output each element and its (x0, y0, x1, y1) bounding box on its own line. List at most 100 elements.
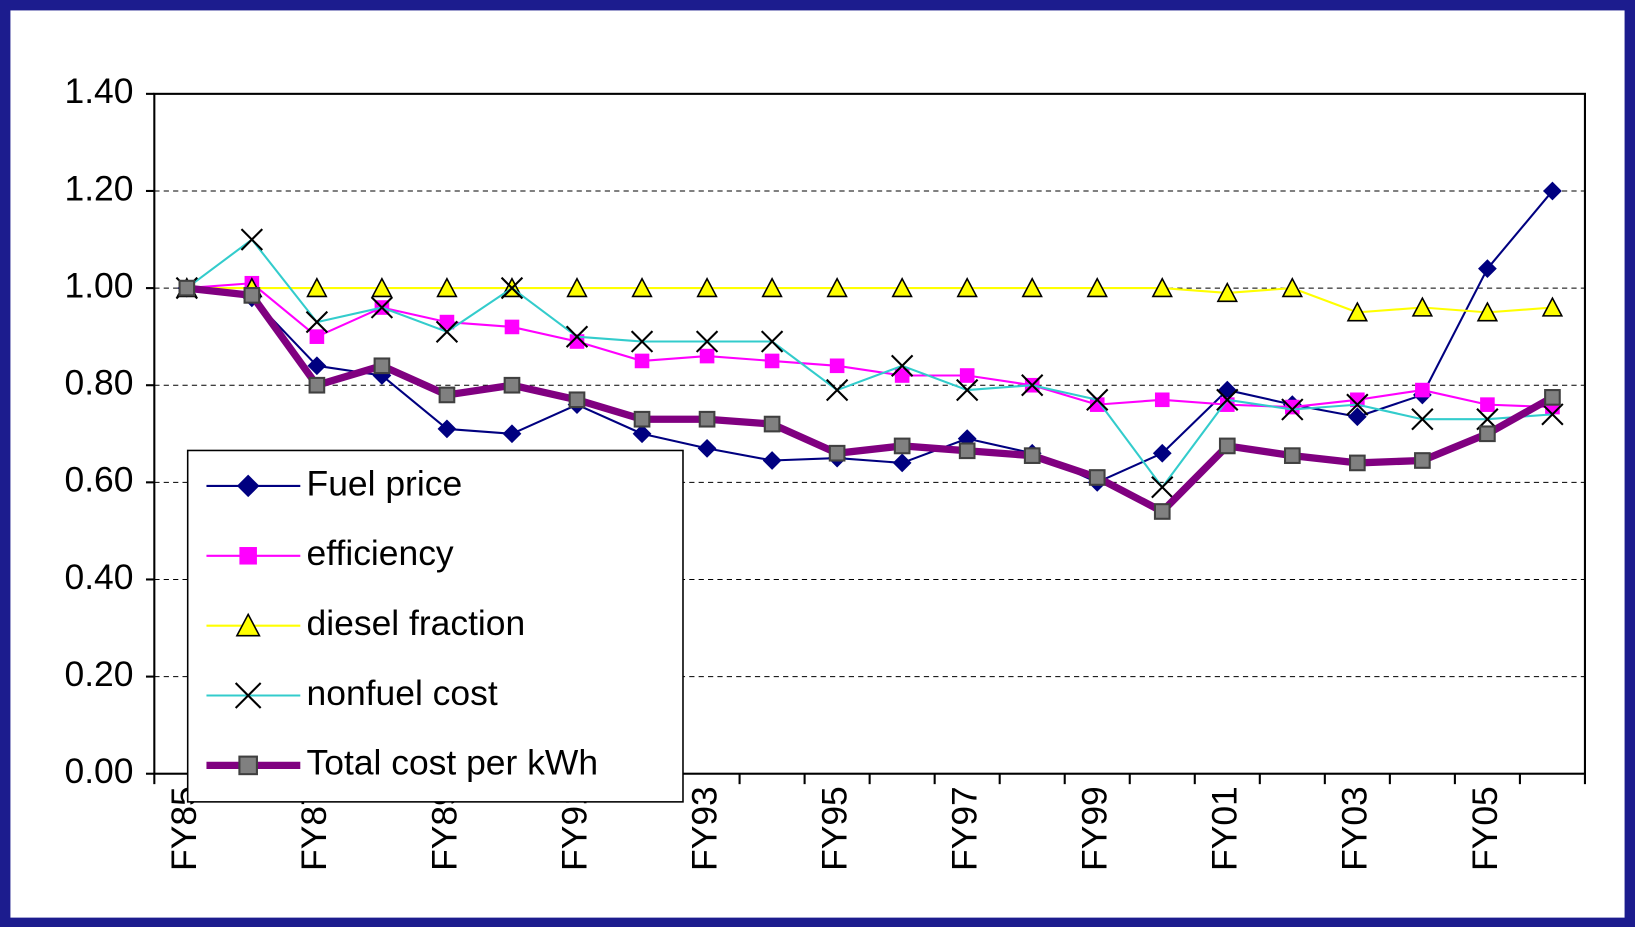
marker (1218, 437, 1236, 455)
marker (1411, 408, 1434, 431)
series-line (186, 287, 1553, 314)
legend: Fuel price efficiency diesel fraction nonfu… (186, 449, 684, 803)
marker (891, 277, 913, 298)
marker (699, 348, 715, 364)
legend-label: nonfuel cost (307, 673, 498, 713)
marker (307, 356, 327, 376)
x-tick-label: FY03 (1335, 786, 1375, 871)
marker (1088, 469, 1106, 486)
marker (1346, 393, 1369, 416)
marker (1154, 392, 1170, 408)
marker (306, 277, 328, 298)
marker (370, 296, 394, 319)
marker (893, 437, 911, 455)
marker (1281, 398, 1304, 421)
marker (435, 320, 459, 343)
marker (696, 277, 718, 298)
marker (764, 353, 780, 369)
marker (698, 410, 716, 428)
x-tick-label: FY93 (684, 786, 724, 871)
marker (1023, 447, 1041, 464)
marker (1480, 397, 1495, 412)
y-tick-label: 1.00 (64, 265, 133, 305)
x-tick-label: FY95 (814, 786, 854, 871)
marker (234, 682, 262, 709)
marker (235, 612, 261, 637)
legend-label: Total cost per kWh (307, 743, 598, 783)
marker (890, 354, 914, 377)
x-tick-label: FY01 (1205, 786, 1245, 871)
y-tick-label: 1.40 (64, 71, 133, 111)
marker (504, 319, 520, 335)
marker (439, 314, 455, 330)
marker (760, 330, 784, 353)
marker (762, 451, 782, 470)
series-line (186, 190, 1554, 484)
marker (826, 277, 848, 298)
marker (959, 368, 975, 383)
marker (1021, 277, 1043, 298)
marker (373, 357, 391, 375)
marker (240, 228, 264, 251)
marker (829, 358, 845, 374)
marker (308, 376, 326, 394)
series-line (186, 282, 1553, 409)
marker (761, 277, 783, 298)
marker (632, 424, 652, 444)
y-tick-label: 0.40 (64, 557, 133, 597)
marker (178, 279, 196, 297)
legend-label: Fuel price (307, 463, 463, 503)
marker (371, 277, 393, 298)
marker (238, 755, 258, 776)
marker (1350, 392, 1365, 408)
marker (1414, 452, 1431, 469)
y-tick-label: 0.00 (64, 751, 133, 791)
marker (1349, 454, 1366, 472)
marker (565, 325, 589, 348)
marker (958, 442, 976, 460)
marker (1153, 503, 1171, 520)
marker (695, 330, 719, 353)
marker (1544, 389, 1561, 406)
marker (1415, 382, 1430, 398)
legend-label: efficiency (307, 533, 454, 573)
marker (631, 277, 653, 298)
marker (1216, 281, 1238, 303)
marker (825, 378, 849, 402)
marker (697, 438, 717, 458)
marker (763, 415, 781, 433)
marker (1086, 277, 1108, 298)
x-tick-label: FY97 (945, 786, 985, 871)
marker (1347, 407, 1367, 427)
marker (1541, 403, 1564, 426)
y-tick-label: 1.20 (64, 168, 133, 208)
marker (438, 386, 456, 404)
marker (894, 368, 910, 383)
marker (1541, 296, 1564, 317)
marker (503, 376, 521, 394)
marker (436, 277, 458, 298)
y-tick-label: 0.20 (64, 654, 133, 694)
marker (305, 310, 329, 334)
marker (1411, 296, 1434, 317)
x-tick-label: FY05 (1465, 786, 1505, 871)
legend-label: diesel fraction (307, 603, 526, 643)
series-line (186, 238, 1553, 489)
marker (566, 277, 588, 298)
marker (1281, 277, 1304, 298)
marker (243, 287, 261, 304)
marker (309, 329, 325, 344)
marker (1216, 388, 1239, 411)
marker (1151, 277, 1173, 298)
y-tick-label: 0.80 (64, 363, 133, 403)
x-tick-label: FY99 (1075, 786, 1115, 871)
marker (1478, 259, 1497, 279)
marker (1089, 397, 1105, 412)
marker (633, 410, 651, 428)
marker (239, 547, 257, 565)
marker (1346, 301, 1369, 322)
marker (568, 391, 586, 409)
marker (1086, 388, 1109, 411)
marker (1476, 301, 1499, 322)
marker (1479, 425, 1496, 443)
